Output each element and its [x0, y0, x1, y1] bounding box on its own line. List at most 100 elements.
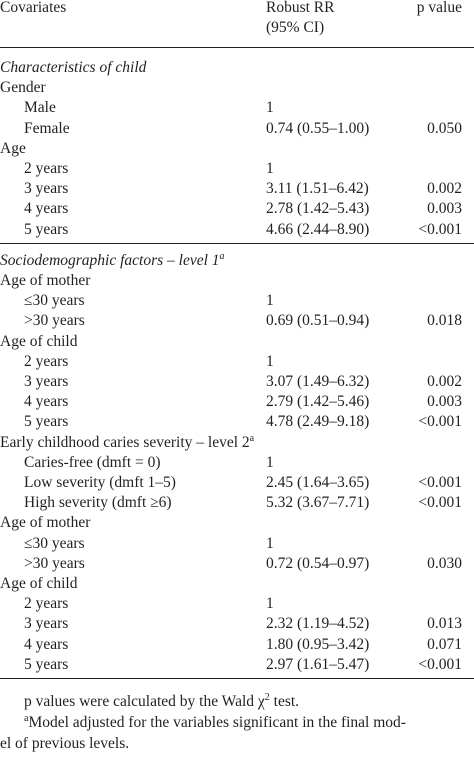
- label-text: 3 years: [24, 615, 69, 633]
- rr-value: 1.80 (0.95–3.42): [266, 635, 370, 653]
- label-text: Age of mother: [0, 514, 91, 532]
- p-value: 0.002: [427, 373, 462, 390]
- rr-value: 1: [266, 292, 274, 310]
- row-label: Age of child: [0, 332, 77, 352]
- label-text: Low severity (dmft 1–5): [24, 474, 176, 491]
- label-text: Age: [0, 139, 26, 157]
- label-text: 4 years: [24, 200, 69, 218]
- rr-value: 1: [266, 160, 274, 177]
- rr-value: 1: [266, 534, 274, 552]
- header-rr: Robust RR: [266, 0, 335, 16]
- footnote: p values were calculated by the Wald χ2 …: [24, 692, 299, 712]
- header-p: p value: [416, 0, 462, 16]
- footnote-text: p values were calculated by the Wald χ: [24, 693, 265, 710]
- rr-value: 0.74 (0.55–1.00): [266, 119, 370, 137]
- row-label: High severity (dmft ≥6): [24, 493, 172, 513]
- row-label: 4 years: [24, 199, 68, 219]
- row-label: 4 years: [24, 635, 68, 655]
- footnote: aModel adjusted for the variables signif…: [24, 713, 406, 733]
- label-text: 4 years: [24, 393, 69, 411]
- label-text: Characteristics of child: [0, 59, 147, 76]
- rr-value: 1: [266, 99, 274, 117]
- p-value: 0.030: [427, 554, 462, 572]
- p-value: 0.050: [427, 119, 462, 137]
- label-text: 2 years: [24, 595, 69, 613]
- row-label: Age: [0, 139, 26, 159]
- label-text: 5 years: [24, 655, 69, 673]
- row-label: 3 years: [24, 614, 68, 634]
- label-text: Early childhood caries severity – level …: [0, 433, 250, 451]
- label-text: Age of mother: [0, 272, 91, 289]
- row-label: 2 years: [24, 352, 68, 372]
- rr-value: 3.11 (1.51–6.42): [266, 180, 369, 198]
- label-text: Female: [24, 119, 70, 137]
- row-label: 2 years: [24, 594, 68, 614]
- rule: [0, 47, 474, 48]
- row-label: 5 years: [24, 220, 68, 240]
- label-text: 2 years: [24, 352, 69, 370]
- p-value: <0.001: [418, 494, 462, 512]
- superscript: 2: [264, 692, 270, 703]
- label-text: 2 years: [24, 160, 69, 177]
- label-text: >30 years: [24, 554, 85, 572]
- label-text: ≤30 years: [24, 534, 85, 552]
- row-label: Characteristics of child: [0, 58, 146, 78]
- p-value: 0.018: [427, 312, 462, 330]
- footnote-text: Model adjusted for the variables signifi…: [28, 714, 406, 731]
- rr-value: 1: [266, 595, 274, 613]
- row-label: 2 years: [24, 159, 68, 179]
- row-label: Sociodemographic factors – level 1a: [0, 251, 225, 271]
- row-label: Age of mother: [0, 271, 90, 291]
- label-text: Caries-free (dmft = 0): [24, 453, 161, 471]
- label-text: 5 years: [24, 220, 69, 238]
- row-label: 5 years: [24, 655, 68, 675]
- row-label: Gender: [0, 78, 46, 98]
- footnote-cont: el of previous levels.: [0, 734, 130, 752]
- p-value: 0.013: [427, 615, 462, 633]
- row-label: ≤30 years: [24, 534, 85, 554]
- header-rr: (95% CI): [266, 19, 325, 36]
- p-value: <0.001: [418, 220, 462, 238]
- row-label: 4 years: [24, 392, 68, 412]
- p-value: 0.003: [427, 393, 462, 411]
- row-label: >30 years: [24, 554, 85, 574]
- p-value: <0.001: [418, 474, 462, 491]
- label-text: 3 years: [24, 180, 69, 198]
- rr-value: 2.32 (1.19–4.52): [266, 615, 370, 633]
- rr-value: 4.78 (2.49–9.18): [266, 413, 370, 431]
- p-value: 0.002: [427, 180, 462, 198]
- label-text: 3 years: [24, 373, 69, 390]
- row-label: 5 years: [24, 412, 68, 432]
- p-value: <0.001: [418, 413, 462, 431]
- row-label: Low severity (dmft 1–5): [24, 473, 176, 493]
- label-text: Age of child: [0, 332, 78, 350]
- row-label: ≤30 years: [24, 291, 85, 311]
- rule: [0, 678, 474, 679]
- p-value: 0.071: [427, 635, 462, 653]
- label-text: 5 years: [24, 413, 69, 431]
- label-text: ≤30 years: [24, 292, 85, 310]
- footnote-mark: a: [249, 432, 255, 444]
- row-label: Female: [24, 119, 70, 139]
- rr-value: 2.97 (1.61–5.47): [266, 655, 370, 673]
- label-text: Sociodemographic factors – level 1: [0, 251, 220, 269]
- row-label: Male: [24, 98, 56, 118]
- label-text: >30 years: [24, 312, 85, 330]
- rr-value: 2.45 (1.64–3.65): [266, 474, 370, 491]
- rr-value: 1: [266, 352, 274, 370]
- rr-value: 1: [266, 453, 274, 471]
- footnote-mark: a: [24, 713, 29, 724]
- row-label: 3 years: [24, 179, 68, 199]
- label-text: 4 years: [24, 635, 69, 653]
- rr-value: 3.07 (1.49–6.32): [266, 373, 370, 390]
- rr-value: 4.66 (2.44–8.90): [266, 220, 370, 238]
- rule: [0, 242, 474, 244]
- row-label: Early childhood caries severity – level …: [0, 433, 254, 453]
- rr-value: 2.78 (1.42–5.43): [266, 200, 370, 218]
- rr-value: 2.79 (1.42–5.46): [266, 393, 370, 411]
- rr-value: 0.69 (0.51–0.94): [266, 312, 370, 330]
- footnote-text: test.: [269, 693, 300, 710]
- footnote-mark: a: [219, 250, 225, 262]
- label-text: Male: [24, 99, 56, 117]
